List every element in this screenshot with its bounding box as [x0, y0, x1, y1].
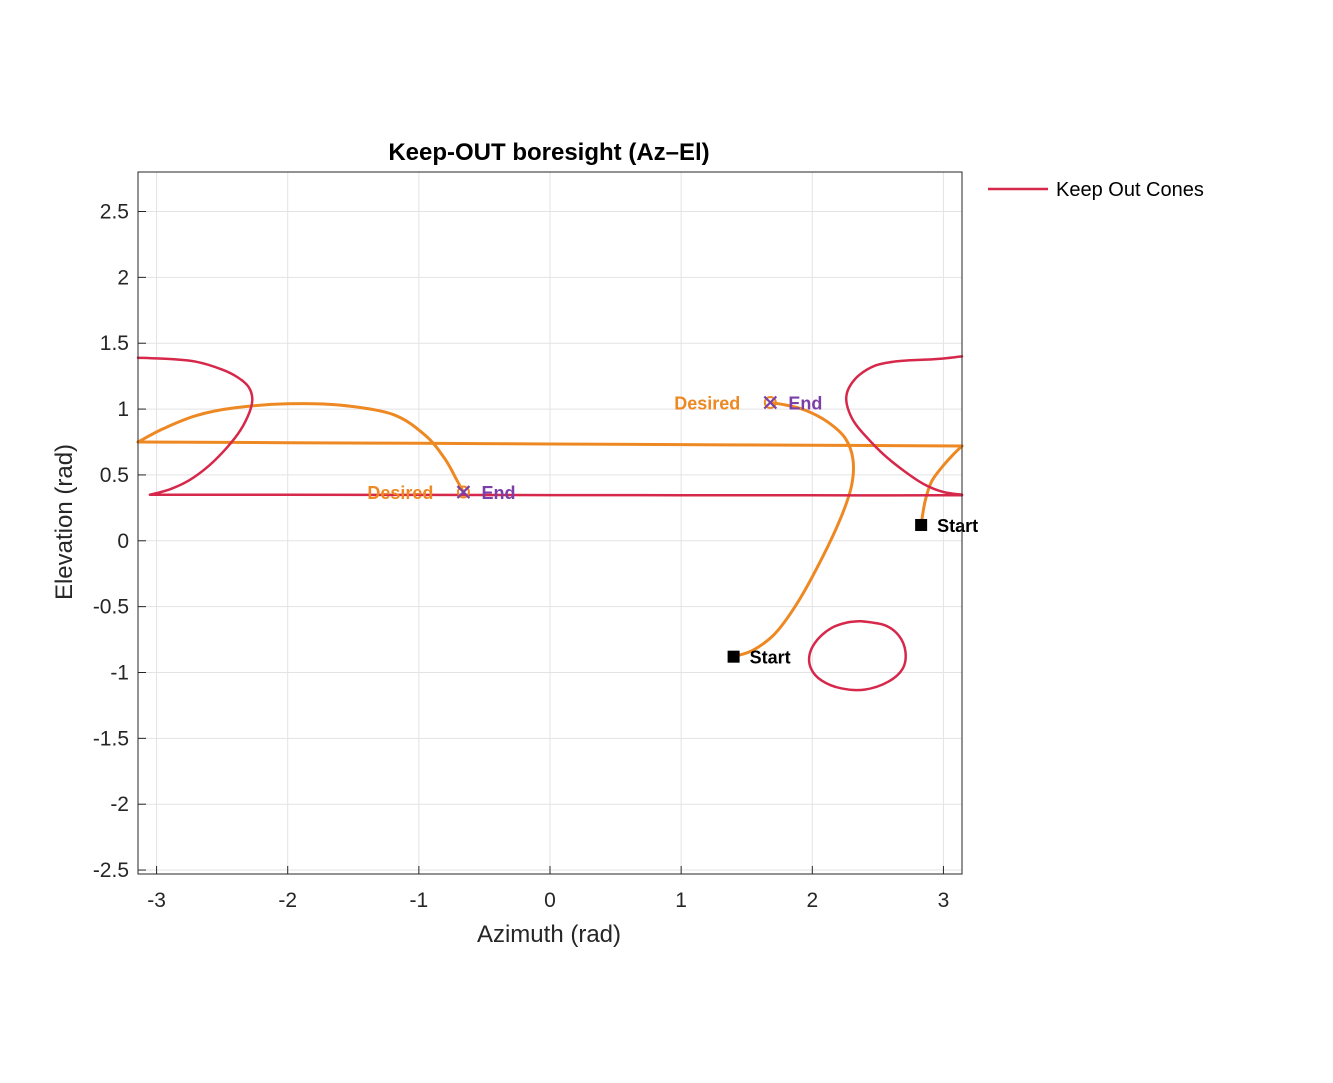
- y-tick-label: 2: [117, 266, 129, 289]
- end-label: End: [481, 483, 515, 503]
- end-label: End: [788, 393, 822, 413]
- start-label: Start: [750, 648, 791, 668]
- y-tick-label: 0: [117, 530, 129, 553]
- plot-series: [136, 355, 964, 692]
- y-tick-label: 1: [117, 398, 129, 421]
- x-tick-label: -3: [147, 889, 166, 912]
- desired-label: Desired: [674, 393, 740, 413]
- y-tick-label: 2.5: [100, 201, 129, 224]
- x-tick-label: -2: [278, 889, 297, 912]
- y-axis-label: Elevation (rad): [51, 444, 78, 600]
- end-marker: [763, 395, 778, 410]
- trajectory-line: [136, 440, 964, 448]
- desired-marker: [456, 485, 470, 499]
- desired-marker: [763, 395, 777, 409]
- chart-title: Keep-OUT boresight (Az–El): [388, 139, 709, 166]
- x-axis-label: Azimuth (rad): [477, 921, 621, 948]
- x-axis: -3 -2 -1 0 1 2 3: [147, 866, 949, 912]
- annotations: Start Start End Desired End Desired: [367, 393, 978, 667]
- y-axis: -2.5 -2 -1.5 -1 -0.5 0 0.5 1 1.5 2 2.5: [93, 201, 146, 882]
- y-tick-label: 0.5: [100, 464, 129, 487]
- keep-out-cone-line: [136, 356, 254, 496]
- start-label: Start: [937, 516, 978, 536]
- legend-keep-out-label: Keep Out Cones: [1056, 179, 1204, 201]
- trajectory-line: [136, 402, 465, 494]
- trajectory-line: [919, 444, 964, 527]
- start-marker: [727, 650, 740, 663]
- keep-out-cone-line: [148, 493, 964, 497]
- legend: Keep Out Cones: [988, 179, 1204, 201]
- x-tick-label: 1: [675, 889, 687, 912]
- end-marker: [456, 485, 471, 499]
- y-tick-label: -0.5: [93, 596, 129, 619]
- start-marker: [915, 518, 928, 531]
- trajectory-line: [732, 401, 855, 659]
- desired-label: Desired: [367, 483, 433, 503]
- y-tick-label: -2: [110, 793, 129, 816]
- y-tick-label: -1.5: [93, 727, 129, 750]
- keep-out-cone-line: [807, 619, 907, 692]
- y-tick-label: -1: [110, 661, 129, 684]
- keep-out-cone-line: [844, 355, 964, 496]
- x-tick-label: -1: [410, 889, 429, 912]
- x-tick-label: 2: [806, 889, 818, 912]
- x-tick-label: 0: [544, 889, 556, 912]
- y-tick-label: -2.5: [93, 859, 129, 882]
- y-tick-label: 1.5: [100, 332, 129, 355]
- grid-lines: [138, 172, 962, 874]
- x-tick-label: 3: [938, 889, 950, 912]
